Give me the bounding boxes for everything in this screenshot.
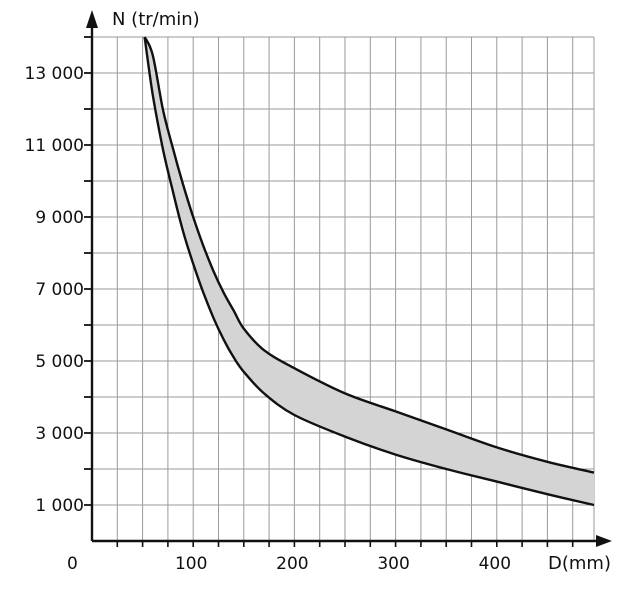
y-tick-label: 7 000	[35, 280, 84, 300]
x-tick-label: 400	[479, 554, 511, 574]
y-tick-label: 1 000	[35, 496, 84, 516]
y-tick-label: 11 000	[25, 136, 84, 156]
axes	[86, 10, 612, 547]
x-axis-label: D(mm)	[548, 553, 611, 574]
y-axis-arrow	[86, 10, 98, 28]
curve-lower	[143, 36, 595, 507]
x-axis-arrow	[596, 535, 612, 547]
y-tick-label: 13 000	[25, 64, 84, 84]
curve-upper	[143, 36, 595, 474]
y-tick-label: 5 000	[35, 352, 84, 372]
band-area	[144, 37, 594, 505]
origin-label: 0	[67, 554, 78, 574]
y-tick-label: 3 000	[35, 424, 84, 444]
y-axis-label: N (tr/min)	[112, 9, 200, 30]
y-tick-label: 9 000	[35, 208, 84, 228]
x-tick-label: 100	[175, 554, 207, 574]
x-tick-label: 200	[276, 554, 308, 574]
x-tick-label: 300	[377, 554, 409, 574]
ticks: 1 000 3 000 5 000 7 000 9 000 11 000 13 000 100…	[25, 36, 574, 574]
